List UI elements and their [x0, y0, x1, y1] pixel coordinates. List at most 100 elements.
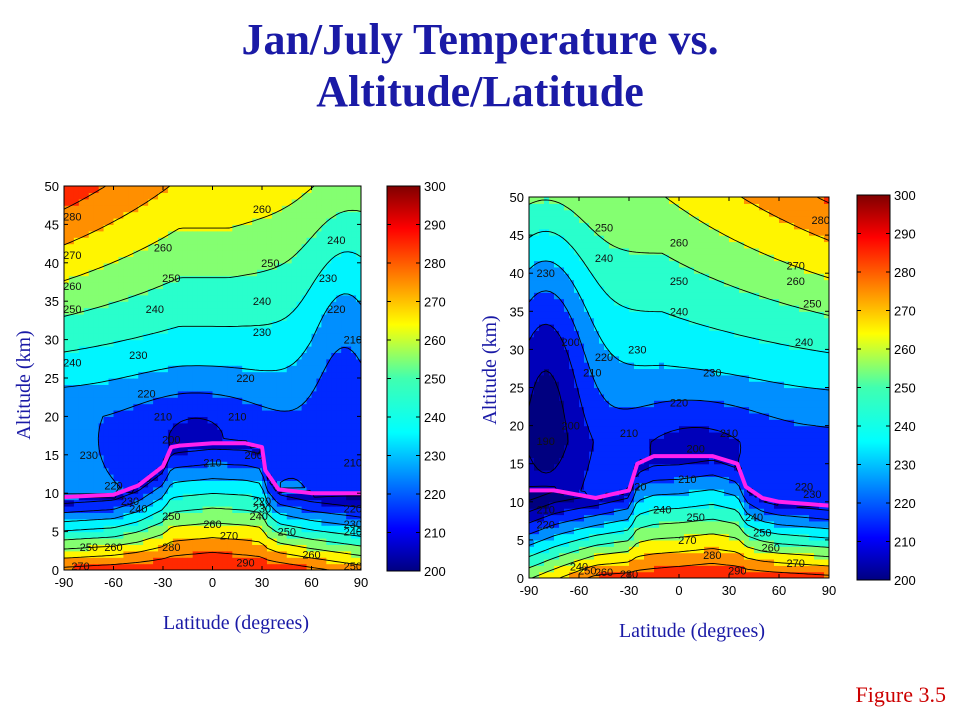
- field-cell: [64, 538, 70, 545]
- field-cell: [202, 448, 209, 456]
- field-cell: [197, 397, 204, 405]
- field-cell: [346, 506, 352, 513]
- field-cell: [262, 384, 268, 392]
- field-cell: [163, 550, 169, 558]
- field-cell: [207, 550, 214, 558]
- field-cell: [158, 365, 164, 373]
- field-cell: [281, 320, 288, 328]
- field-cell: [346, 429, 352, 437]
- field-cell: [123, 531, 129, 539]
- field-cell: [534, 514, 540, 522]
- field-cell: [291, 499, 298, 507]
- field-cell: [222, 512, 228, 520]
- field-cell: [281, 269, 288, 277]
- field-cell: [549, 565, 555, 573]
- field-cell: [68, 390, 75, 398]
- field-cell: [88, 544, 95, 552]
- contour-label: 210: [154, 411, 172, 423]
- field-cell: [584, 343, 590, 350]
- field-cell: [153, 512, 159, 520]
- field-cell: [128, 282, 134, 289]
- field-cell: [143, 410, 149, 417]
- field-cell: [594, 438, 600, 446]
- field-cell: [529, 533, 535, 541]
- field-cell: [148, 237, 154, 245]
- field-cell: [619, 336, 625, 344]
- field-cell: [138, 186, 144, 193]
- field-cell: [222, 301, 228, 309]
- field-cell: [579, 285, 585, 293]
- field-cell: [554, 451, 560, 458]
- field-cell: [252, 538, 258, 545]
- field-cell: [311, 365, 318, 373]
- field-cell: [326, 333, 332, 341]
- field-cell: [177, 474, 184, 481]
- field-cell: [167, 486, 174, 494]
- field-cell: [569, 571, 575, 578]
- field-cell: [336, 531, 342, 539]
- field-cell: [331, 205, 337, 213]
- field-cell: [88, 269, 95, 277]
- field-cell: [574, 235, 580, 243]
- field-cell: [242, 486, 248, 494]
- field-cell: [564, 374, 570, 382]
- field-cell: [321, 288, 327, 296]
- field-cell: [311, 410, 318, 417]
- field-cell: [88, 512, 95, 520]
- field-cell: [262, 435, 268, 443]
- field-cell: [331, 518, 337, 526]
- field-cell: [624, 209, 630, 217]
- field-cell: [614, 381, 620, 389]
- field-cell: [98, 352, 105, 360]
- field-cell: [172, 550, 179, 558]
- field-cell: [133, 333, 139, 341]
- field-cell: [98, 480, 105, 488]
- field-cell: [589, 247, 595, 255]
- field-cell: [554, 539, 560, 547]
- field-cell: [271, 371, 278, 379]
- field-cell: [252, 371, 258, 379]
- field-cell: [356, 198, 361, 206]
- field-cell: [549, 285, 555, 293]
- field-cell: [554, 273, 560, 281]
- field-cell: [321, 403, 327, 411]
- field-cell: [594, 349, 600, 357]
- field-cell: [167, 429, 174, 437]
- field-cell: [257, 365, 263, 373]
- field-cell: [143, 538, 149, 545]
- field-cell: [336, 480, 342, 488]
- field-cell: [108, 262, 115, 270]
- january-contour-lines: [64, 186, 361, 570]
- field-cell: [559, 222, 565, 230]
- field-cell: [172, 371, 179, 379]
- field-cell: [584, 222, 590, 230]
- field-cell: [306, 224, 313, 232]
- field-cell: [609, 501, 615, 509]
- field-cell: [202, 230, 209, 238]
- field-cell: [584, 400, 590, 408]
- field-cell: [549, 508, 555, 516]
- field-cell: [544, 228, 550, 236]
- field-cell: [604, 546, 610, 554]
- field-cell: [73, 531, 80, 539]
- field-cell: [232, 467, 238, 475]
- field-cell: [266, 461, 273, 469]
- field-cell: [118, 358, 124, 366]
- field-cell: [143, 563, 149, 570]
- field-cell: [78, 237, 85, 245]
- field-cell: [306, 378, 313, 385]
- field-cell: [589, 292, 595, 300]
- field-cell: [212, 256, 219, 264]
- field-cell: [296, 435, 303, 443]
- field-cell: [336, 314, 342, 321]
- field-cell: [182, 378, 189, 385]
- field-cell: [212, 218, 219, 225]
- field-cell: [599, 514, 605, 522]
- field-cell: [281, 442, 288, 449]
- field-cell: [153, 333, 159, 341]
- field-cell: [177, 365, 184, 373]
- field-cell: [187, 378, 194, 385]
- field-cell: [212, 339, 219, 347]
- field-cell: [108, 211, 115, 219]
- field-cell: [212, 480, 219, 488]
